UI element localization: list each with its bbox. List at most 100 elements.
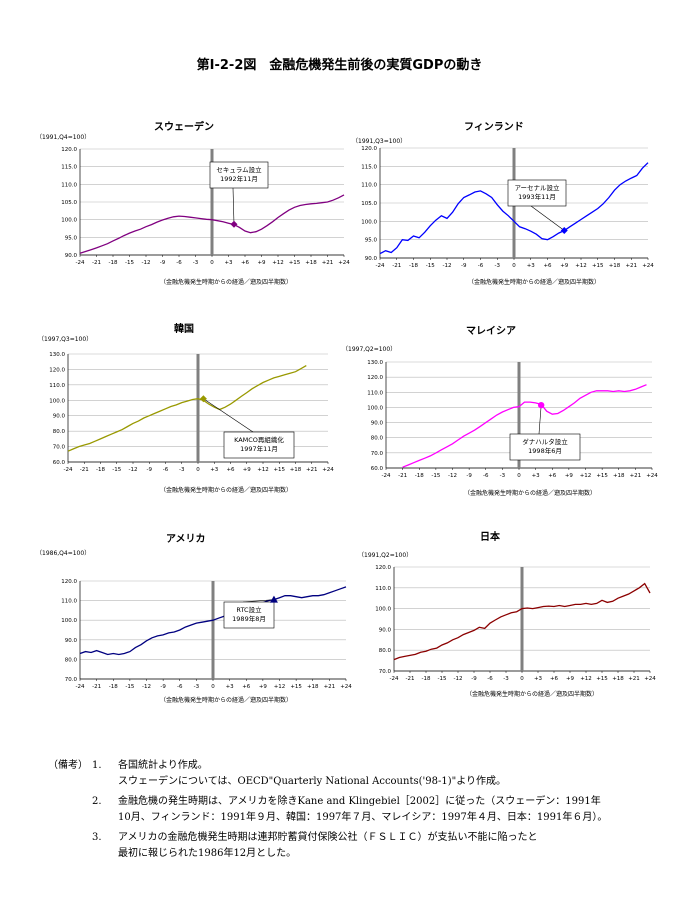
note-line: 各国統計より作成。 <box>118 760 208 771</box>
x-tick-label: +12 <box>274 684 286 690</box>
chart-svg-finland: 90.0 95.0 100.0 105.0 110.0 115.0 120.0 -24 -21 -… <box>361 146 654 269</box>
x-tick-label: -21 <box>80 467 89 473</box>
x-tick-label: -24 <box>76 684 85 690</box>
x-tick-label: +18 <box>612 676 624 682</box>
y-tick-label: 105.0 <box>361 201 377 207</box>
y-tick-label: 110.0 <box>375 586 391 592</box>
x-tick-label: -24 <box>76 260 85 266</box>
callout-label: 1997年11月 <box>240 444 278 453</box>
note-line: 金融危機の発生時期は、アメリカを除きKane and Klingebiel［20… <box>118 796 601 807</box>
x-tick-label: -12 <box>142 260 151 266</box>
y-tick-label: 100.0 <box>367 405 383 411</box>
x-tick-label: +21 <box>324 684 336 690</box>
y-tick-label: 80.0 <box>371 436 384 442</box>
y-tick-label: 100.0 <box>361 219 377 225</box>
x-tick-label: -18 <box>109 684 118 690</box>
x-axis-caption: （金融危機発生時期からの経過／遡及四半期数） <box>160 697 293 704</box>
base-period-label: （1991,Q4=100） <box>36 134 91 141</box>
gdp-series-line <box>67 365 307 452</box>
x-axis-caption: （金融危機発生時期からの経過／遡及四半期数） <box>160 487 293 494</box>
x-tick-label: -18 <box>109 260 118 266</box>
x-tick-label: +21 <box>628 676 640 682</box>
y-tick-label: 90.0 <box>371 421 384 427</box>
x-tick-label: -21 <box>406 676 415 682</box>
x-tick-label: -12 <box>448 473 457 479</box>
x-tick-label: +12 <box>580 676 592 682</box>
x-tick-label: 0 <box>512 263 516 269</box>
callout-box <box>509 433 581 461</box>
callout-leader <box>242 599 274 603</box>
x-tick-label: -9 <box>160 260 166 266</box>
note-number: 3. <box>92 832 102 843</box>
x-tick-label: +12 <box>575 263 587 269</box>
callout-label: RTC設立 <box>236 605 262 614</box>
x-tick-label: -12 <box>129 467 138 473</box>
x-tick-label: +3 <box>224 260 233 266</box>
x-tick-label: -21 <box>92 260 101 266</box>
note-line: アメリカの金融危機発生時期は連邦貯蓄貸付保険公社（ＦＳＬＩＣ）が支払い不能に陥っ… <box>118 832 538 843</box>
x-tick-label: +6 <box>242 684 251 690</box>
chart-panel-finland: 90.0 95.0 100.0 105.0 110.0 115.0 120.0 -24 -21 -… <box>340 118 654 298</box>
y-tick-label: 60.0 <box>53 460 66 466</box>
event-marker <box>269 595 278 603</box>
chart-panel-usa: 70.0 80.0 90.0 100.0 110.0 120.0 -24 -21 -18 -15 -… <box>34 528 352 708</box>
note-line: 最初に報じられた1986年12月とした。 <box>118 848 297 859</box>
x-tick-label: 0 <box>517 473 521 479</box>
chart-svg-korea: 60.0 70.0 80.0 90.0 100.0 110.0 120.0 130.0 -24 -… <box>49 352 334 473</box>
x-tick-label: -9 <box>147 467 153 473</box>
gdp-series-line <box>402 384 647 468</box>
x-tick-label: +15 <box>592 263 604 269</box>
x-tick-label: +24 <box>338 260 350 266</box>
crisis-onset-bar <box>211 581 215 679</box>
y-tick-label: 70.0 <box>379 669 392 675</box>
y-tick-label: 120.0 <box>375 565 391 571</box>
crisis-onset-bar <box>517 362 521 468</box>
x-tick-label: -21 <box>392 263 401 269</box>
y-tick-label: 70.0 <box>53 445 66 451</box>
y-tick-label: 120.0 <box>61 579 77 585</box>
x-tick-label: +3 <box>210 467 219 473</box>
x-tick-label: -9 <box>471 676 477 682</box>
x-tick-label: -6 <box>478 263 484 269</box>
x-tick-label: +18 <box>613 473 625 479</box>
x-tick-label: -6 <box>163 467 169 473</box>
x-tick-label: +12 <box>580 473 592 479</box>
x-tick-label: 0 <box>211 684 215 690</box>
x-tick-label: +9 <box>565 473 574 479</box>
x-tick-label: +3 <box>534 676 543 682</box>
x-tick-label: -6 <box>176 260 182 266</box>
x-tick-label: +24 <box>340 684 352 690</box>
x-tick-label: -3 <box>495 263 501 269</box>
x-tick-label: +9 <box>257 260 266 266</box>
y-tick-label: 120.0 <box>49 367 65 373</box>
y-tick-label: 100.0 <box>375 607 391 613</box>
x-tick-label: +9 <box>560 263 569 269</box>
x-tick-label: +6 <box>241 260 250 266</box>
x-tick-label: -3 <box>194 684 200 690</box>
x-axis-caption: （金融危機発生時期からの経過／遡及四半期数） <box>464 490 597 497</box>
chart-title: 日本 <box>480 532 500 543</box>
y-tick-label: 70.0 <box>65 677 78 683</box>
y-tick-label: 130.0 <box>367 360 383 366</box>
base-period-label: （1991,Q2=100） <box>358 552 413 559</box>
x-tick-label: -3 <box>179 467 185 473</box>
x-tick-label: -18 <box>409 263 418 269</box>
callout-label: 1993年11月 <box>518 192 556 201</box>
callout-label: セキュラム設立 <box>216 165 262 174</box>
x-tick-label: -21 <box>398 473 407 479</box>
x-tick-label: +6 <box>548 473 557 479</box>
x-tick-label: +9 <box>566 676 575 682</box>
gdp-series-line <box>79 194 345 254</box>
y-tick-label: 115.0 <box>361 164 377 170</box>
x-tick-label: +21 <box>322 260 334 266</box>
crisis-onset-bar <box>520 567 524 671</box>
chart-svg-japan: 70.0 80.0 90.0 100.0 110.0 120.0 -24 -21 -18 -15 -… <box>375 565 656 682</box>
base-period-label: （1991,Q3=100） <box>352 138 407 145</box>
note-number: 1. <box>92 760 102 771</box>
y-tick-label: 100.0 <box>49 398 65 404</box>
x-tick-label: -9 <box>466 473 472 479</box>
x-tick-label: +12 <box>272 260 284 266</box>
x-tick-label: 0 <box>520 676 524 682</box>
callout-leader <box>232 187 235 225</box>
note-line: 10月、フィンランド：1991年９月、韓国：1997年７月、マレイシア：1997… <box>118 812 608 823</box>
